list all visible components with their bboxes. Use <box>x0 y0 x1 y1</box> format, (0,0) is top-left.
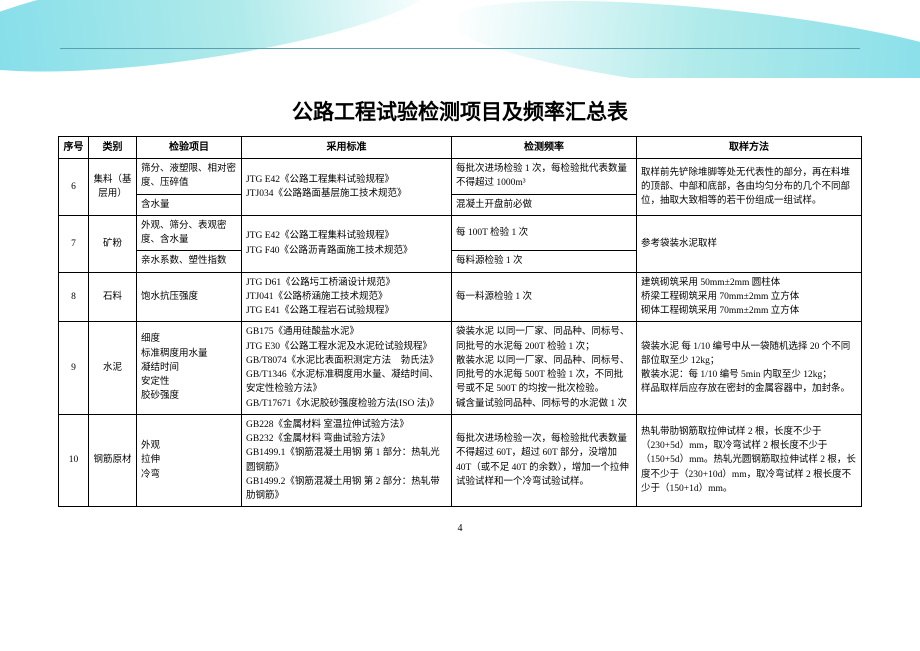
col-sampling: 取样方法 <box>637 137 862 159</box>
table-row: 6 集料（基层用） 筛分、液塑限、相对密度、压碎值 JTG E42《公路工程集料… <box>59 159 862 195</box>
table-row: 10 钢筋原材 外观拉伸冷弯 GB228《金属材料 室温拉伸试验方法》GB232… <box>59 414 862 507</box>
col-frequency: 检测频率 <box>452 137 637 159</box>
cell-idx: 6 <box>59 159 89 216</box>
wave-shape-left <box>0 0 444 78</box>
cell-category: 石料 <box>89 272 137 322</box>
page-content: 公路工程试验检测项目及频率汇总表 序号 类别 检验项目 采用标准 检测频率 取样… <box>0 78 920 534</box>
inspection-table: 序号 类别 检验项目 采用标准 检测频率 取样方法 6 集料（基层用） 筛分、液… <box>58 136 862 507</box>
cell-category: 钢筋原材 <box>89 414 137 507</box>
cell-standard: JTG E42《公路工程集料试验规程》JTG F40《公路沥青路面施工技术规范》 <box>242 215 452 272</box>
cell-item: 亲水系数、塑性指数 <box>137 251 242 272</box>
cell-frequency: 混凝土开盘前必做 <box>452 194 637 215</box>
table-row: 8 石料 饱水抗压强度 JTG D61《公路圬工桥涵设计规范》JTJ041《公路… <box>59 272 862 322</box>
cell-standard: GB175《通用硅酸盐水泥》JTG E30《公路工程水泥及水泥砼试验规程》GB/… <box>242 322 452 415</box>
cell-frequency: 每批次进场检验一次，每检验批代表数量不得超过 60T，超过 60T 部分，没增加… <box>452 414 637 507</box>
col-idx: 序号 <box>59 137 89 159</box>
cell-frequency: 每料源检验 1 次 <box>452 251 637 272</box>
cell-category: 集料（基层用） <box>89 159 137 216</box>
cell-item: 外观拉伸冷弯 <box>137 414 242 507</box>
cell-sampling: 参考袋装水泥取样 <box>637 215 862 272</box>
col-category: 类别 <box>89 137 137 159</box>
cell-frequency: 每一料源检验 1 次 <box>452 272 637 322</box>
cell-frequency: 每 100T 检验 1 次 <box>452 215 637 251</box>
cell-standard: JTG D61《公路圬工桥涵设计规范》JTJ041《公路桥涵施工技术规范》JTG… <box>242 272 452 322</box>
table-row: 9 水泥 细度标准稠度用水量凝结时间安定性胶砂强度 GB175《通用硅酸盐水泥》… <box>59 322 862 415</box>
page-number: 4 <box>58 523 862 534</box>
cell-category: 水泥 <box>89 322 137 415</box>
cell-idx: 10 <box>59 414 89 507</box>
header-rule <box>60 48 860 49</box>
page-title: 公路工程试验检测项目及频率汇总表 <box>58 96 862 126</box>
col-standard: 采用标准 <box>242 137 452 159</box>
decorative-banner <box>0 0 920 78</box>
cell-sampling: 取样前先铲除堆脚等处无代表性的部分，再在料堆的顶部、中部和底部，各由均匀分布的几… <box>637 159 862 216</box>
cell-sampling: 建筑砌筑采用 50mm±2mm 圆柱体桥梁工程砌筑采用 70mm±2mm 立方体… <box>637 272 862 322</box>
table-row: 7 矿粉 外观、筛分、表观密度、含水量 JTG E42《公路工程集料试验规程》J… <box>59 215 862 251</box>
wave-shape-right <box>447 0 920 78</box>
cell-standard: JTG E42《公路工程集料试验规程》JTJ034《公路路面基层施工技术规范》 <box>242 159 452 216</box>
cell-standard: GB228《金属材料 室温拉伸试验方法》GB232《金属材料 弯曲试验方法》GB… <box>242 414 452 507</box>
cell-item: 筛分、液塑限、相对密度、压碎值 <box>137 159 242 195</box>
cell-idx: 7 <box>59 215 89 272</box>
cell-category: 矿粉 <box>89 215 137 272</box>
cell-idx: 8 <box>59 272 89 322</box>
cell-item: 细度标准稠度用水量凝结时间安定性胶砂强度 <box>137 322 242 415</box>
cell-sampling: 热轧带肋钢筋取拉伸试样 2 根，长度不少于（230+5d）mm，取冷弯试样 2 … <box>637 414 862 507</box>
table-header-row: 序号 类别 检验项目 采用标准 检测频率 取样方法 <box>59 137 862 159</box>
cell-sampling: 袋装水泥 每 1/10 编号中从一袋随机选择 20 个不同部位取至少 12kg；… <box>637 322 862 415</box>
cell-frequency: 袋装水泥 以同一厂家、同品种、同标号、同批号的水泥每 200T 检验 1 次；散… <box>452 322 637 415</box>
col-item: 检验项目 <box>137 137 242 159</box>
cell-item: 外观、筛分、表观密度、含水量 <box>137 215 242 251</box>
cell-item: 含水量 <box>137 194 242 215</box>
cell-item: 饱水抗压强度 <box>137 272 242 322</box>
cell-frequency: 每批次进场检验 1 次，每检验批代表数量不得超过 1000m³ <box>452 159 637 195</box>
cell-idx: 9 <box>59 322 89 415</box>
